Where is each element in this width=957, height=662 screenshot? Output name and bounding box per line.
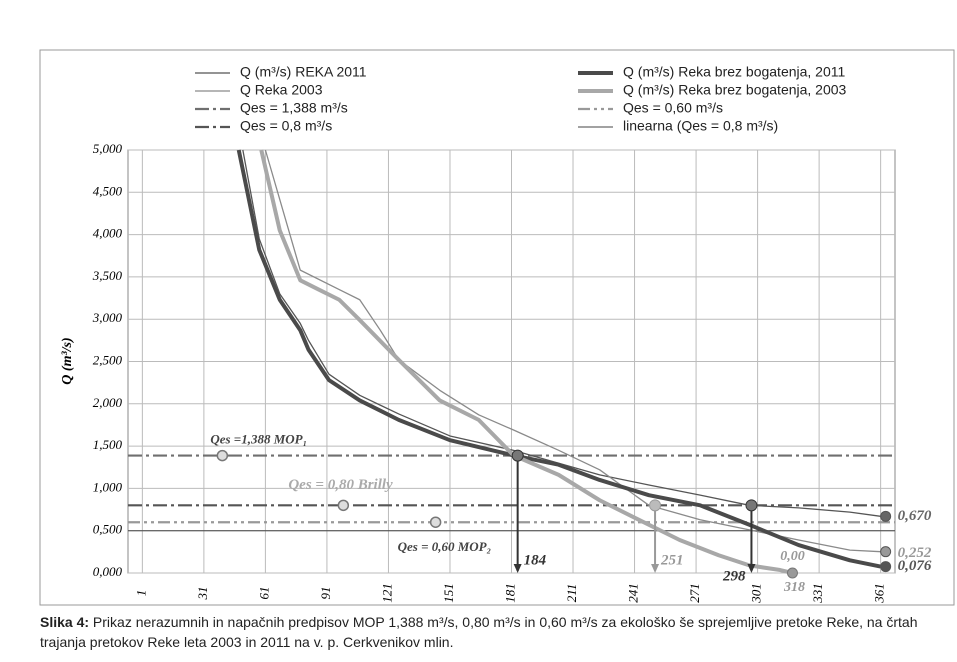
y-tick-label: 4,500 [93,183,123,198]
threshold-note: Qes = 0,60 MOP₂ [398,539,492,554]
y-tick-label: 2,500 [93,352,123,367]
end-label: 0,076 [898,558,932,574]
legend-label: Q (m³/s) Reka brez bogatenja, 2003 [623,82,847,98]
y-tick-label: 3,500 [92,268,123,283]
zero-label: 0,00 [780,549,805,564]
threshold-marker [337,499,350,512]
end-marker [880,510,892,522]
drop-marker [511,449,524,462]
y-tick-label: 4,000 [93,226,123,241]
chart-frame [39,49,955,606]
zero-marker [786,567,798,579]
drop-label: 298 [722,568,746,584]
threshold-marker [429,516,442,528]
x-tick-label: 331 [810,583,825,604]
arrow-head [651,564,660,573]
arrow-head [747,564,756,573]
y-tick-label: 1,500 [93,437,123,452]
caption: Slika 4: Prikaz nerazumnih in napačnih p… [40,612,955,652]
end-marker [880,561,892,573]
y-tick-label: 5,000 [93,141,123,156]
end-marker [880,546,892,558]
end-label: 0,252 [898,545,932,561]
y-tick-label: 3,000 [92,310,123,325]
y-tick-label: 2,000 [93,395,123,410]
x-tick-label: 241 [626,583,641,603]
y-tick-label: 0,500 [93,522,123,537]
legend-label: Q (m³/s) Reka brez bogatenja, 2011 [623,64,846,80]
caption-text: Prikaz nerazumnih in napačnih predpisov … [40,614,918,650]
x-tick-label: 271 [687,583,702,603]
arrow-head [513,564,522,573]
legend-label: linearna (Qes = 0,8 m³/s) [623,118,778,134]
legend-label: Qes = 0,60 m³/s [623,100,723,116]
chart: Q (m³/s) 0,000 0,500 1,000 1,500 2,000 2,500 3… [39,49,955,606]
legend-label: Q Reka 2003 [240,82,323,98]
drop-label: 251 [660,552,684,568]
legend-label: Q (m³/s) REKA 2011 [240,64,367,80]
x-tick-label: 121 [379,583,394,603]
x-tick-label: 361 [872,583,887,604]
legend-label: Qes = 0,8 m³/s [240,118,332,134]
y-tick-label: 1,000 [93,479,123,494]
end-label: 0,670 [898,508,932,524]
drop-marker [649,499,662,512]
threshold-marker [216,449,229,462]
threshold-note: Qes = 0,80 Brilly [288,477,393,493]
x-tick-label: 211 [564,584,579,603]
series-line [259,149,793,575]
x-tick-label: 91 [318,587,333,600]
legend-label: Qes = 1,388 m³/s [240,100,348,116]
drop-marker [745,499,758,512]
series-line [236,149,882,569]
x-tick-label: 1 [133,590,148,597]
caption-label: Slika 4: [40,614,90,630]
zero-day-label: 318 [783,580,805,595]
x-tick-label: 301 [749,583,764,604]
x-tick-label: 61 [256,587,271,600]
drop-label: 184 [524,552,547,568]
x-tick-label: 151 [441,583,456,603]
x-tick-label: 31 [195,587,210,601]
y-tick-label: 0,000 [93,564,123,579]
series-line [242,149,881,517]
x-tick-label: 181 [502,583,517,603]
y-axis-label: Q (m³/s) [60,337,75,384]
threshold-note: Qes =1,388 MOP₁ [210,432,307,447]
